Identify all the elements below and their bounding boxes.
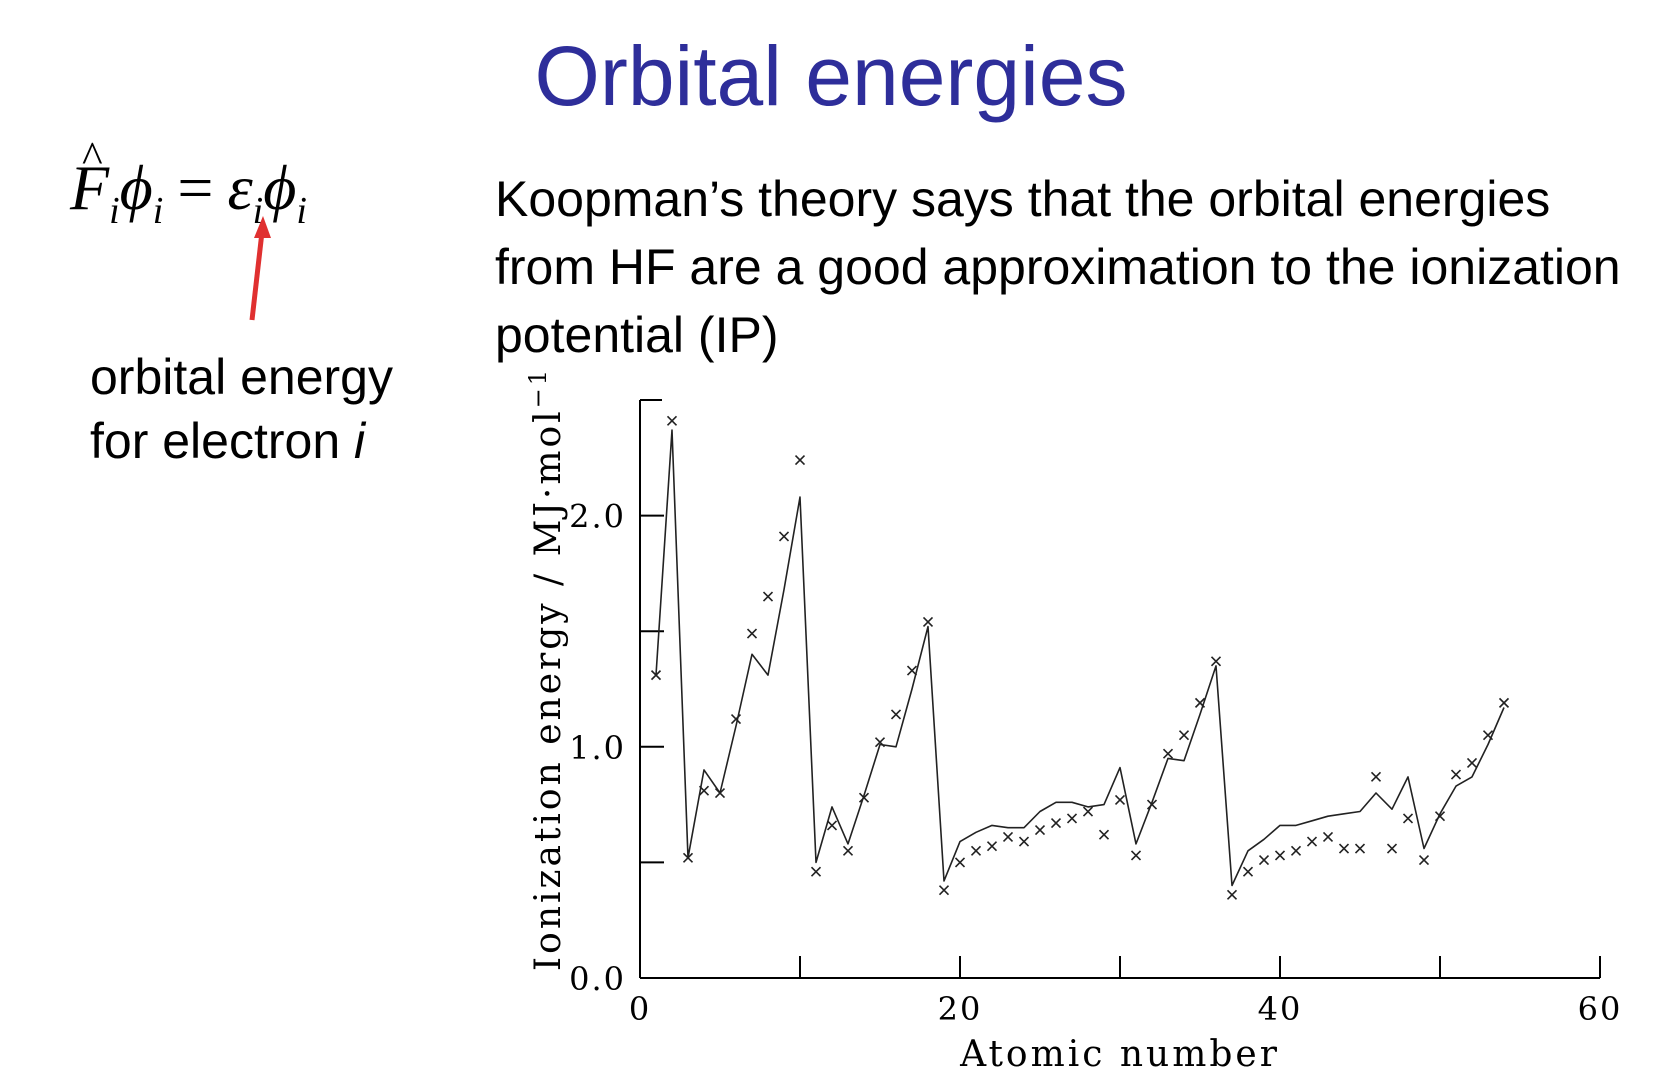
experimental-ip-marker bbox=[698, 785, 710, 796]
y-tick-label: 1.0 bbox=[569, 729, 626, 767]
experimental-ip-marker bbox=[1402, 813, 1414, 824]
experimental-ip-marker bbox=[1018, 836, 1030, 847]
x-tick-label: 0 bbox=[629, 990, 651, 1028]
experimental-ip-marker bbox=[1274, 850, 1286, 861]
experimental-ip-marker bbox=[1386, 843, 1398, 854]
experimental-ip-marker bbox=[1098, 829, 1110, 840]
experimental-ip-marker bbox=[1242, 866, 1254, 877]
experimental-ip-marker bbox=[1050, 818, 1062, 829]
experimental-ip-marker bbox=[1226, 889, 1238, 900]
koopmans-description: Koopman’s theory says that the orbital e… bbox=[495, 171, 1621, 363]
experimental-ip-marker bbox=[890, 709, 902, 720]
experimental-ip-marker bbox=[858, 792, 870, 803]
experimental-ip-marker bbox=[1130, 850, 1142, 861]
y-tick-label: 0.0 bbox=[569, 960, 626, 998]
experimental-ip-marker bbox=[938, 885, 950, 896]
experimental-ip-marker bbox=[650, 670, 662, 681]
experimental-ip-marker bbox=[1162, 748, 1174, 759]
experimental-ip-marker bbox=[762, 591, 774, 602]
experimental-ip-marker bbox=[1034, 824, 1046, 836]
experimental-ip-marker bbox=[874, 737, 886, 748]
experimental-ip-marker bbox=[986, 841, 998, 852]
experimental-ip-marker bbox=[1338, 843, 1350, 854]
experimental-ip-marker bbox=[1354, 843, 1366, 854]
slide-title: Orbital energies bbox=[534, 29, 1128, 123]
experimental-ip-marker bbox=[954, 857, 966, 868]
orbital-energy-symbol: ε bbox=[227, 152, 253, 223]
calculated-ip-line bbox=[655, 429, 1505, 887]
experimental-ip-marker bbox=[1306, 836, 1318, 847]
x-tick-label: 40 bbox=[1258, 990, 1303, 1028]
y-axis-label: Ionization energy / MJ·mol−1 bbox=[524, 367, 569, 971]
experimental-ip-marker bbox=[1434, 811, 1446, 822]
experimental-ip-marker bbox=[714, 787, 726, 799]
experimental-ip-marker bbox=[746, 628, 758, 639]
experimental-ip-marker bbox=[1178, 730, 1190, 741]
x-axis-label: Atomic number bbox=[959, 1034, 1280, 1074]
experimental-ip-marker bbox=[1466, 757, 1478, 769]
experimental-ip-marker bbox=[826, 820, 838, 831]
fock-operator: F bbox=[70, 118, 109, 228]
experimental-ip-marker bbox=[1194, 697, 1206, 708]
experimental-ip-marker bbox=[1082, 806, 1094, 817]
y-axis-label-superscript: −1 bbox=[524, 367, 552, 408]
experimental-ip-marker bbox=[1258, 855, 1270, 866]
experimental-ip-marker bbox=[1114, 794, 1126, 806]
pointer-arrow-icon bbox=[249, 216, 271, 321]
experimental-ip-marker bbox=[1482, 730, 1494, 741]
experimental-ip-marker bbox=[1290, 845, 1302, 856]
experimental-ip-marker bbox=[922, 616, 934, 628]
x-tick-label: 20 bbox=[938, 990, 983, 1028]
experimental-ip-marker bbox=[778, 531, 790, 542]
fock-equation: Fiϕi=εiϕi bbox=[70, 118, 307, 251]
experimental-ip-marker bbox=[1370, 771, 1382, 782]
experimental-ip-marker bbox=[1450, 769, 1462, 780]
experimental-ip-marker bbox=[1002, 831, 1014, 843]
experimental-ip-marker bbox=[1322, 831, 1334, 843]
experimental-ip-marker bbox=[1418, 855, 1430, 866]
experimental-ip-marker bbox=[1146, 799, 1158, 810]
experimental-ip-marker bbox=[1210, 656, 1222, 667]
experimental-ip-marker bbox=[970, 845, 982, 856]
experimental-ip-marker bbox=[810, 866, 822, 877]
experimental-ip-marker bbox=[682, 852, 694, 863]
y-tick-label: 2.0 bbox=[569, 498, 626, 536]
experimental-ip-marker bbox=[794, 455, 806, 466]
x-tick-label: 60 bbox=[1578, 990, 1623, 1028]
experimental-ip-marker bbox=[1066, 813, 1078, 824]
equation-annotation: orbital energy for electron i bbox=[90, 349, 393, 469]
experimental-ip-marker bbox=[842, 845, 854, 856]
experimental-ip-marker bbox=[730, 713, 742, 725]
experimental-ip-marker bbox=[1498, 697, 1510, 708]
experimental-ip-marker bbox=[666, 415, 678, 426]
experimental-ip-marker bbox=[906, 665, 918, 676]
